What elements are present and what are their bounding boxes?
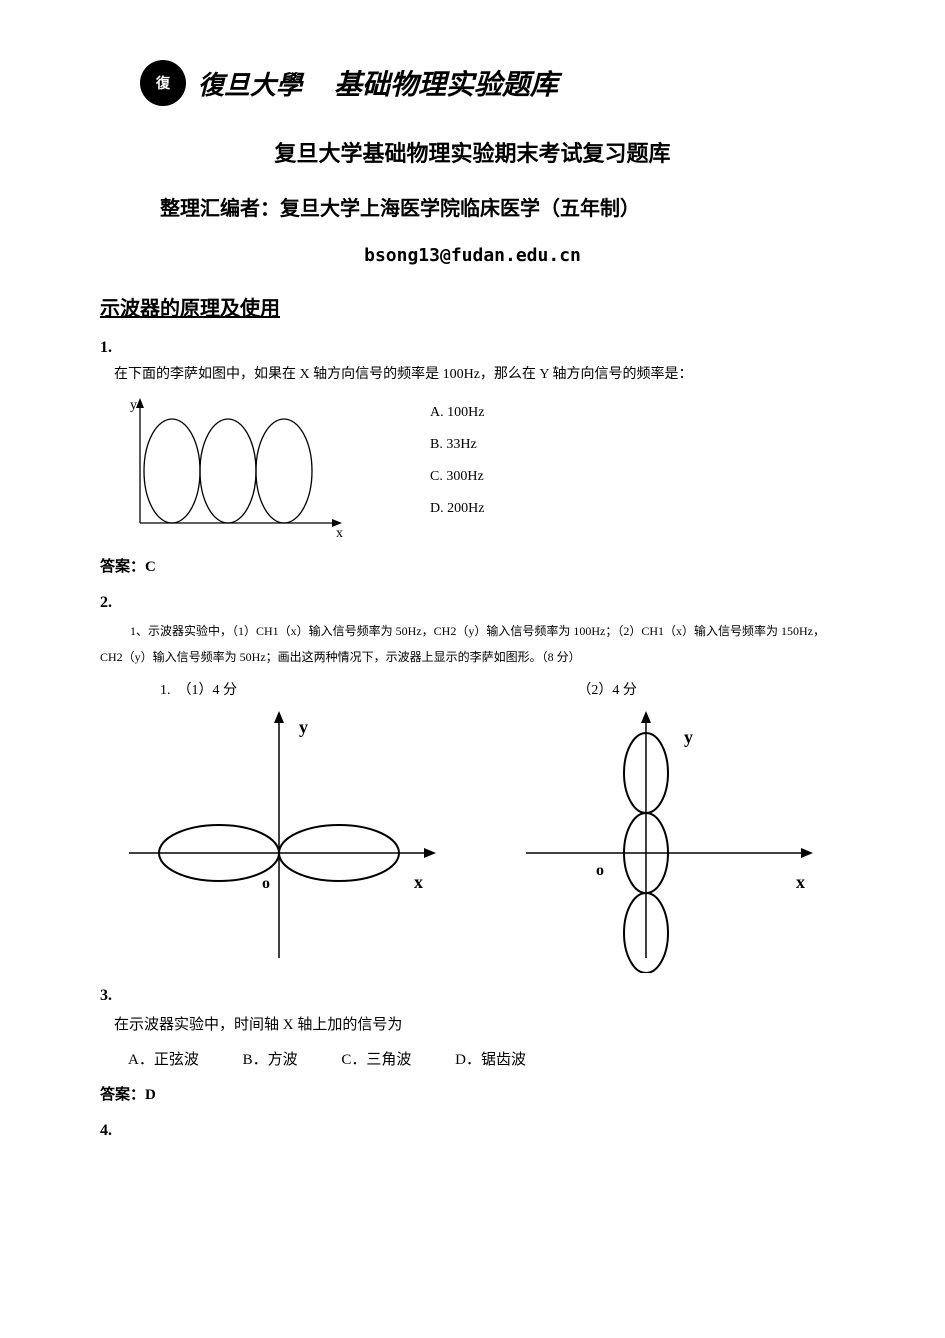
q2-number: 2. [100,594,845,612]
svg-text:o: o [262,875,270,892]
q1-figure: y x [120,393,350,543]
section-title: 示波器的原理及使用 [100,292,845,321]
q3-answer: 答案：D [100,1083,845,1104]
svg-text:y: y [299,717,308,737]
page-title: 复旦大学基础物理实验期末考试复习题库 [100,136,845,168]
q2-col2: （2）4 分 y x o [487,679,845,973]
q1-option-c: C. 300Hz [430,469,484,485]
banner-university: 復旦大學 [198,65,302,102]
q2-label2: （2）4 分 [577,679,637,699]
q1-number: 1. [100,339,845,357]
svg-text:x: x [796,872,805,892]
q2-text2: CH2（y）输入信号频率为 50Hz；画出这两种情况下，示波器上显示的李萨如图形… [100,644,845,670]
logo-icon: 復 [140,60,186,106]
q3-option-b: B．方波 [243,1052,298,1068]
q1-answer: 答案：C [100,555,845,576]
q2-label1: 1. （1）4 分 [160,679,237,699]
svg-text:y: y [684,727,693,747]
q1-text: 在下面的李萨如图中，如果在 X 轴方向信号的频率是 100Hz，那么在 Y 轴方… [114,363,845,383]
svg-text:x: x [414,872,423,892]
q2-figure2: y x o [506,703,826,973]
q3-option-a: A．正弦波 [128,1052,199,1068]
q1-option-b: B. 33Hz [430,437,484,453]
q3-options: A．正弦波 B．方波 C．三角波 D．锯齿波 [128,1048,845,1069]
contact-email: bsong13@fudan.edu.cn [100,245,845,266]
q4-number: 4. [100,1122,845,1140]
q3-option-c: C．三角波 [341,1052,411,1068]
q2-figure1: y x o [114,703,444,973]
logo-text: 復 [156,73,170,93]
q3-text: 在示波器实验中，时间轴 X 轴上加的信号为 [114,1013,845,1034]
q2-col1: 1. （1）4 分 y x o [100,679,458,973]
q1-option-a: A. 100Hz [430,405,484,421]
q2-figures-row: 1. （1）4 分 y x o （2）4 分 y x o [100,679,845,973]
banner-subject: 基础物理实验题库 [334,63,558,103]
q1-options: A. 100Hz B. 33Hz C. 300Hz D. 200Hz [430,405,484,517]
svg-text:x: x [336,526,343,541]
svg-text:o: o [596,862,604,879]
page-subtitle: 整理汇编者：复旦大学上海医学院临床医学（五年制） [160,192,845,221]
q3-option-d: D．锯齿波 [455,1052,526,1068]
q3-number: 3. [100,987,845,1005]
q1-option-d: D. 200Hz [430,501,484,517]
header-banner: 復 復旦大學 基础物理实验题库 [140,60,845,106]
q1-row: y x A. 100Hz B. 33Hz C. 300Hz D. 200Hz [120,393,845,543]
svg-text:y: y [130,398,137,413]
q2-text1: 1、示波器实验中，（1）CH1（x）输入信号频率为 50Hz，CH2（y）输入信… [130,618,845,644]
